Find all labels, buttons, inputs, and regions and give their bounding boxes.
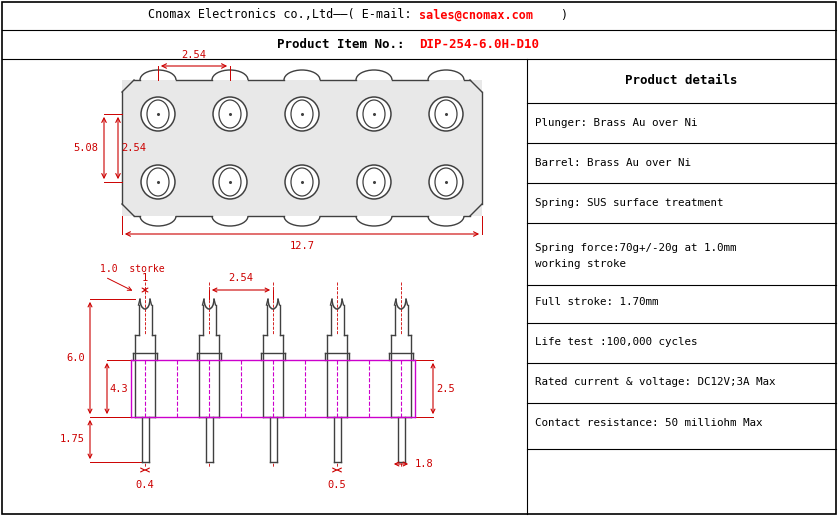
- Bar: [199, 335, 219, 417]
- Text: Life test :100,000 cycles: Life test :100,000 cycles: [535, 337, 697, 347]
- Text: 0.4: 0.4: [136, 480, 154, 490]
- Text: 2.54: 2.54: [182, 50, 206, 60]
- Circle shape: [429, 165, 463, 199]
- Circle shape: [429, 97, 463, 131]
- Bar: [263, 335, 283, 417]
- Text: 5.08: 5.08: [73, 143, 98, 153]
- Ellipse shape: [219, 168, 241, 196]
- Ellipse shape: [147, 168, 169, 196]
- Text: 1: 1: [142, 273, 148, 283]
- Ellipse shape: [291, 168, 313, 196]
- Ellipse shape: [363, 100, 385, 128]
- Text: Spring force:70g+/-20g at 1.0mm: Spring force:70g+/-20g at 1.0mm: [535, 243, 737, 253]
- Text: 6.0: 6.0: [66, 353, 85, 363]
- Circle shape: [357, 165, 391, 199]
- Text: 2.5: 2.5: [436, 383, 455, 394]
- Circle shape: [357, 97, 391, 131]
- Bar: [205, 417, 213, 462]
- Circle shape: [213, 97, 247, 131]
- Bar: [133, 353, 157, 360]
- Circle shape: [141, 97, 175, 131]
- Text: DIP-254-6.0H-D10: DIP-254-6.0H-D10: [419, 38, 539, 51]
- Circle shape: [285, 165, 319, 199]
- Text: Product details: Product details: [625, 74, 737, 88]
- Text: ): ): [560, 8, 567, 22]
- Text: Barrel: Brass Au over Ni: Barrel: Brass Au over Ni: [535, 158, 691, 168]
- Bar: [397, 417, 405, 462]
- Text: 1.75: 1.75: [60, 434, 85, 444]
- Ellipse shape: [291, 100, 313, 128]
- Text: 1.8: 1.8: [415, 459, 434, 469]
- Ellipse shape: [219, 100, 241, 128]
- Ellipse shape: [363, 168, 385, 196]
- Circle shape: [213, 165, 247, 199]
- Ellipse shape: [435, 168, 457, 196]
- Text: 2.54: 2.54: [229, 273, 254, 283]
- Bar: [261, 353, 285, 360]
- Bar: [389, 353, 413, 360]
- Text: 2.54: 2.54: [121, 143, 146, 153]
- Text: sales@cnomax.com: sales@cnomax.com: [419, 8, 533, 22]
- Bar: [391, 335, 411, 417]
- Text: 1.0  storke: 1.0 storke: [100, 264, 164, 274]
- Text: Product Item No.:: Product Item No.:: [277, 38, 419, 51]
- Text: Full stroke: 1.70mm: Full stroke: 1.70mm: [535, 297, 659, 307]
- Bar: [334, 417, 340, 462]
- Text: 4.3: 4.3: [109, 383, 127, 394]
- Bar: [325, 353, 349, 360]
- Text: Plunger: Brass Au over Ni: Plunger: Brass Au over Ni: [535, 118, 697, 128]
- Bar: [135, 335, 155, 417]
- Text: Cnomax Electronics co.,Ltd——( E-mail:: Cnomax Electronics co.,Ltd——( E-mail:: [148, 8, 419, 22]
- Text: 12.7: 12.7: [289, 241, 314, 251]
- Bar: [197, 353, 221, 360]
- Text: Rated current & voltage: DC12V;3A Max: Rated current & voltage: DC12V;3A Max: [535, 377, 775, 387]
- Circle shape: [141, 165, 175, 199]
- Text: Contact resistance: 50 milliohm Max: Contact resistance: 50 milliohm Max: [535, 418, 763, 428]
- Text: 0.5: 0.5: [328, 480, 346, 490]
- Circle shape: [285, 97, 319, 131]
- Text: Spring: SUS surface treatment: Spring: SUS surface treatment: [535, 198, 723, 208]
- Bar: [142, 417, 148, 462]
- Ellipse shape: [435, 100, 457, 128]
- Bar: [270, 417, 277, 462]
- Text: working stroke: working stroke: [535, 259, 626, 269]
- Bar: [122, 80, 482, 216]
- Bar: [327, 335, 347, 417]
- Ellipse shape: [147, 100, 169, 128]
